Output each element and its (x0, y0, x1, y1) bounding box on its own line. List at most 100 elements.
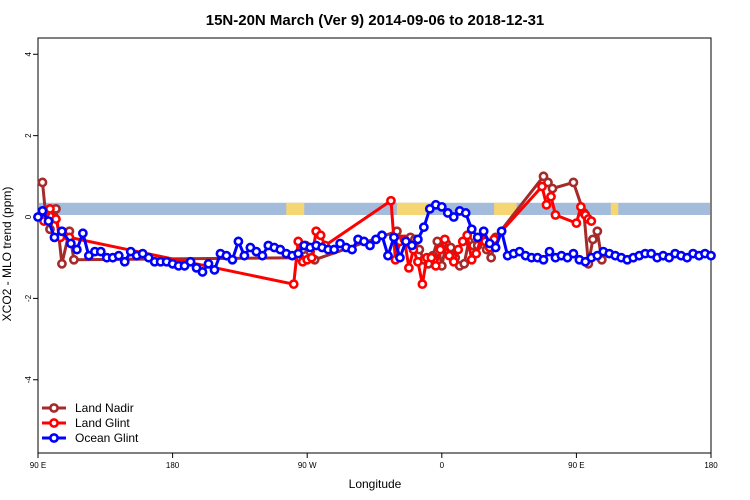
point-ocean-glint (227, 254, 238, 265)
point-ocean-glint (538, 254, 549, 265)
point-ocean-glint (209, 265, 220, 275)
x-tick-label-2: 90 W (298, 461, 317, 470)
point-ocean-glint (365, 240, 375, 251)
point-ocean-glint (418, 222, 429, 233)
series-land-glint (39, 181, 597, 290)
point-ocean-glint (37, 206, 48, 216)
point-ocean-glint (466, 224, 477, 235)
point-land-glint (571, 218, 582, 229)
point-ocean-glint (568, 248, 579, 259)
point-ocean-glint (383, 250, 393, 261)
point-ocean-glint (71, 244, 82, 255)
legend-marker-land-glint (49, 418, 59, 428)
point-ocean-glint (706, 250, 716, 261)
point-ocean-glint (478, 226, 489, 237)
point-ocean-glint (66, 238, 76, 249)
point-land-nadir (57, 258, 67, 269)
y-tick-label-1: -2 (24, 294, 33, 302)
y-tick-label-3: 2 (24, 133, 33, 138)
point-ocean-glint (77, 228, 88, 239)
point-land-glint (439, 234, 450, 245)
x-tick-label-3: 0 (440, 461, 445, 470)
y-axis-label: XCO2 - MLO trend (ppm) (0, 187, 14, 322)
point-ocean-glint (239, 250, 250, 261)
point-ocean-glint (460, 208, 471, 218)
point-ocean-glint (448, 212, 459, 222)
point-ocean-glint (43, 216, 54, 226)
legend-marker-ocean-glint (49, 433, 59, 443)
point-ocean-glint (377, 230, 387, 241)
point-land-nadir (486, 252, 497, 263)
land-segment-3 (610, 202, 619, 215)
point-land-nadir (459, 258, 470, 269)
point-land-glint (462, 230, 473, 241)
point-ocean-glint (490, 242, 501, 253)
point-ocean-glint (472, 232, 483, 243)
land-segment-1 (396, 202, 430, 215)
point-land-glint (453, 244, 464, 255)
point-land-glint (575, 201, 586, 212)
point-land-glint (444, 250, 455, 261)
land-segment-0 (286, 202, 305, 215)
legend-label-ocean-glint: Ocean Glint (75, 431, 139, 445)
land-segment-2 (494, 202, 517, 215)
x-axis-label: Longitude (349, 477, 402, 491)
point-land-glint (435, 244, 446, 255)
point-ocean-glint (395, 252, 405, 263)
legend-label-land-nadir: Land Nadir (75, 401, 134, 415)
point-land-glint (541, 199, 552, 210)
point-land-glint (45, 203, 55, 214)
point-land-glint (550, 210, 561, 220)
plot-frame (37, 37, 712, 454)
point-ocean-glint (436, 201, 447, 212)
chart-title: 15N-20N March (Ver 9) 2014-09-06 to 2018… (206, 12, 545, 29)
point-land-nadir (568, 177, 579, 188)
point-ocean-glint (233, 236, 244, 247)
point-land-glint (586, 216, 597, 226)
point-land-glint (448, 256, 459, 267)
point-land-nadir (547, 183, 558, 194)
point-ocean-glint (544, 246, 555, 257)
x-axis: 90 E 180 90 W 0 90 E 180 (30, 453, 718, 470)
point-ocean-glint (257, 250, 268, 261)
point-ocean-glint (496, 226, 507, 237)
point-land-glint (426, 252, 437, 263)
point-ocean-glint (412, 234, 423, 245)
legend-marker-land-nadir (49, 403, 59, 413)
point-land-glint (471, 248, 482, 259)
point-ocean-glint (49, 232, 60, 243)
y-tick-label-4: 4 (24, 52, 33, 57)
point-ocean-glint (185, 256, 196, 267)
y-tick-label-2: 0 (24, 214, 33, 219)
point-land-glint (403, 262, 414, 273)
point-ocean-glint (119, 256, 130, 267)
point-ocean-glint (406, 240, 417, 251)
point-ocean-glint (33, 212, 43, 222)
point-land-glint (417, 279, 428, 290)
legend-label-land-glint: Land Glint (75, 416, 130, 430)
point-land-glint (466, 254, 477, 265)
point-land-glint (306, 252, 317, 263)
point-ocean-glint (95, 246, 106, 257)
point-land-glint (430, 260, 441, 271)
y-tick-label-0: -4 (24, 376, 33, 384)
point-ocean-glint (347, 244, 357, 255)
point-land-glint (457, 236, 468, 247)
point-ocean-glint (389, 232, 399, 243)
point-land-glint (315, 230, 326, 241)
x-tick-label-0: 90 E (30, 461, 46, 470)
point-ocean-glint (197, 267, 208, 277)
point-land-nadir (592, 226, 603, 237)
point-ocean-glint (57, 226, 67, 237)
point-land-nadir (432, 236, 443, 247)
point-land-glint (288, 279, 299, 290)
series-ocean-glint (33, 199, 716, 277)
point-land-nadir (538, 171, 549, 182)
plot-border (37, 37, 712, 454)
point-ocean-glint (203, 258, 214, 269)
point-land-glint (537, 181, 547, 192)
point-land-glint (412, 256, 423, 267)
point-land-nadir (37, 177, 48, 188)
